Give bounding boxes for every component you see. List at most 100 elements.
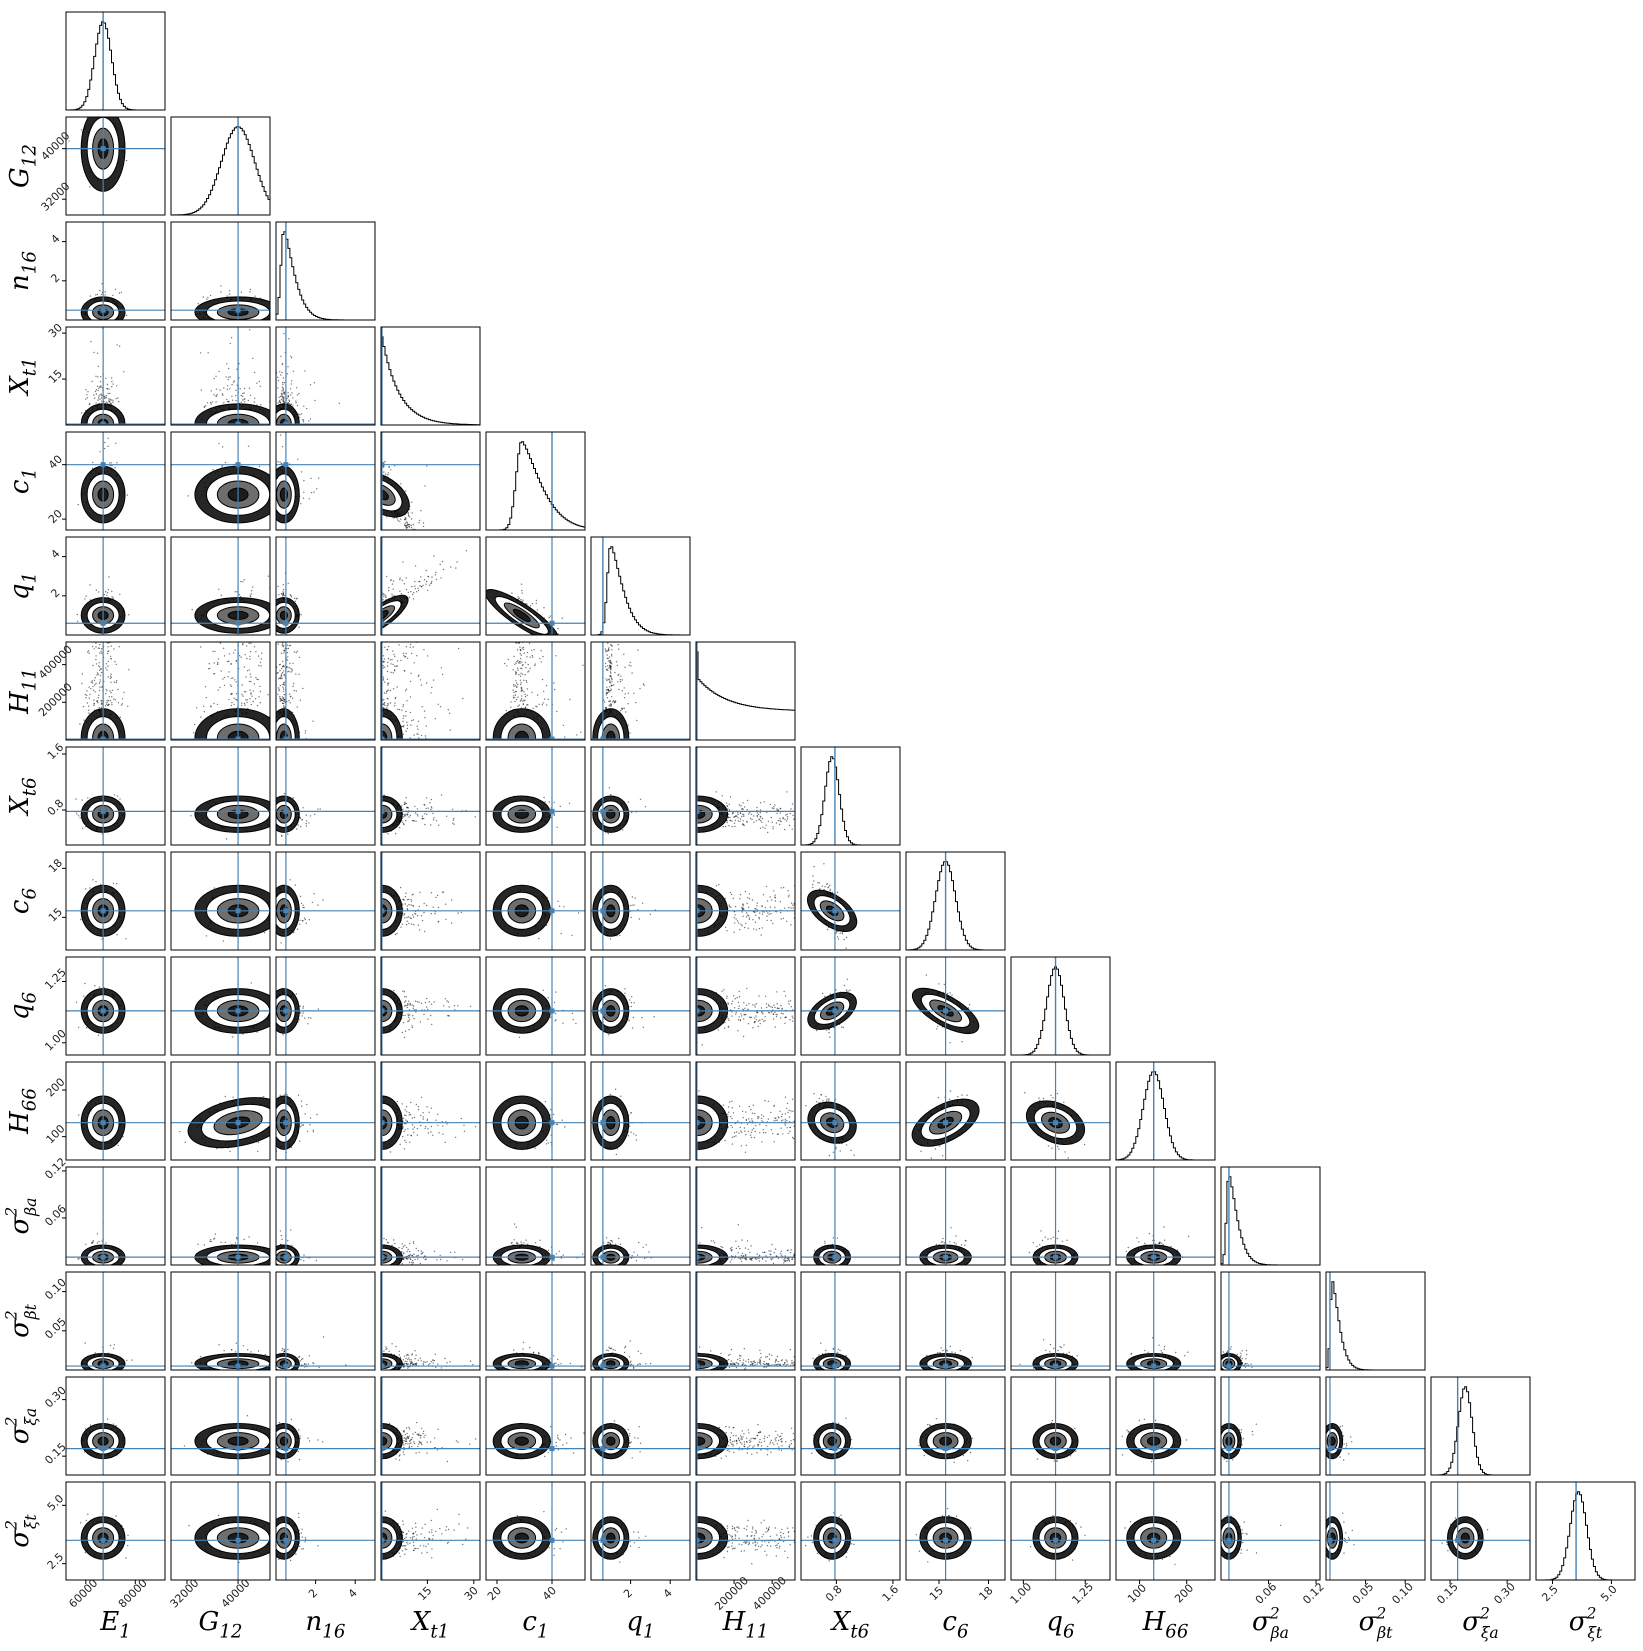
sample-point <box>419 533 420 534</box>
sample-point <box>240 291 243 293</box>
sample-point <box>249 698 251 700</box>
panel-content <box>276 222 375 320</box>
sample-point <box>256 678 258 680</box>
sample-point <box>215 375 217 377</box>
sample-point <box>402 704 405 706</box>
sample-point <box>104 441 106 444</box>
sample-point <box>287 656 289 658</box>
sample-point <box>84 693 87 696</box>
sample-point <box>214 650 216 653</box>
sample-point <box>279 434 282 436</box>
sample-point <box>412 523 414 526</box>
sample-point <box>98 591 100 593</box>
sample-point <box>125 159 128 162</box>
sample-point <box>287 312 288 313</box>
sample-point <box>391 595 393 597</box>
panel-frame <box>590 536 691 636</box>
sample-point <box>405 577 407 579</box>
sample-point <box>242 695 244 697</box>
sample-point <box>223 676 226 679</box>
sample-point <box>222 678 224 680</box>
sample-point <box>303 405 305 407</box>
sample-point <box>109 690 111 692</box>
sample-point <box>121 703 124 705</box>
sample-point <box>200 716 202 718</box>
sample-point <box>114 699 117 701</box>
sample-point <box>88 697 91 699</box>
axis-label: n16 <box>5 251 40 291</box>
sample-point <box>297 413 300 415</box>
sample-point <box>402 561 404 563</box>
sample-point <box>409 508 411 510</box>
histogram-line <box>486 441 585 530</box>
sample-point <box>233 697 235 699</box>
sample-point <box>118 646 120 648</box>
sample-point <box>283 397 285 400</box>
sample-point <box>288 338 290 340</box>
sample-point <box>110 462 112 464</box>
sample-point <box>535 602 537 604</box>
sample-point <box>425 725 427 727</box>
sample-point <box>89 693 91 696</box>
sample-point <box>281 696 284 698</box>
sample-point <box>123 691 125 694</box>
sample-point <box>111 696 113 698</box>
sample-point <box>412 598 415 600</box>
sample-point <box>95 375 97 377</box>
sample-point <box>281 362 284 365</box>
truth-marker <box>381 462 385 468</box>
sample-point <box>279 684 281 687</box>
sample-point <box>409 516 411 518</box>
sample-point <box>317 477 320 479</box>
sample-point <box>282 699 284 702</box>
sample-point <box>273 617 274 618</box>
sample-point <box>239 388 241 390</box>
sample-point <box>422 584 424 587</box>
sample-point <box>108 388 110 390</box>
sample-point <box>281 386 284 388</box>
sample-point <box>115 398 117 400</box>
sample-point <box>97 376 99 378</box>
sample-point <box>88 712 90 714</box>
sample-point <box>259 690 262 693</box>
sample-point <box>290 394 292 396</box>
sample-point <box>114 466 116 469</box>
sample-point <box>293 682 295 685</box>
sample-point <box>243 691 246 693</box>
sample-point <box>228 290 231 292</box>
sample-point <box>100 293 103 296</box>
sample-point <box>100 650 102 653</box>
sample-point <box>257 655 260 657</box>
sample-point <box>99 681 101 683</box>
sample-point <box>95 682 97 685</box>
sample-point <box>412 719 414 721</box>
sample-point <box>412 646 414 648</box>
sample-point <box>111 596 113 598</box>
scatter-panel <box>170 431 271 531</box>
sample-point <box>274 606 275 607</box>
sample-point <box>96 385 99 388</box>
sample-point <box>309 384 312 386</box>
sample-point <box>213 673 216 675</box>
sample-point <box>107 392 109 395</box>
sample-point <box>115 680 118 682</box>
sample-point <box>210 403 212 405</box>
sample-point <box>425 541 426 542</box>
sample-point <box>446 572 447 573</box>
sample-point <box>87 651 89 653</box>
sample-point <box>417 534 418 535</box>
sample-point <box>115 663 118 666</box>
truth-marker <box>100 307 106 313</box>
sample-point <box>441 558 442 559</box>
sample-point <box>390 579 392 581</box>
sample-point <box>100 671 103 674</box>
sample-point <box>280 593 283 595</box>
sample-point <box>187 495 189 497</box>
sample-point <box>240 656 242 658</box>
panel-content <box>66 537 165 635</box>
sample-point <box>420 543 421 544</box>
sample-point <box>441 560 444 563</box>
panel-frame <box>65 326 166 426</box>
sample-point <box>89 217 90 218</box>
sample-point <box>215 401 217 403</box>
